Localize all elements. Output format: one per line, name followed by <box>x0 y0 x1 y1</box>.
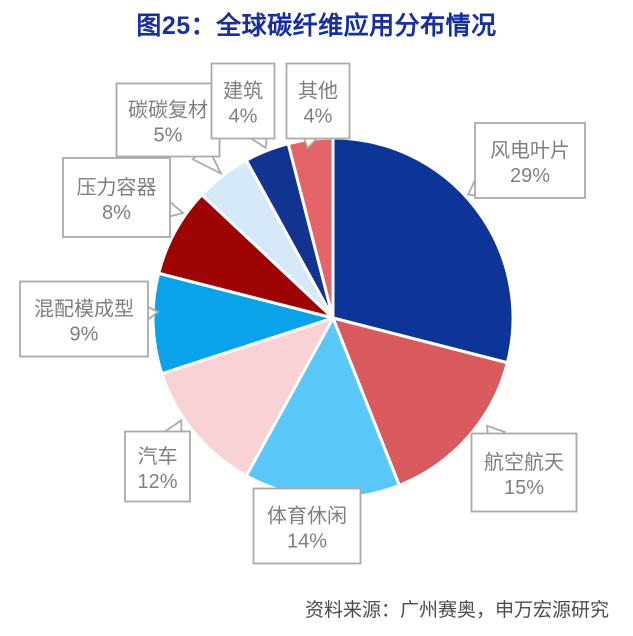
slice-label-box-0 <box>474 122 586 199</box>
slice-label-name-8: 其他 <box>298 79 338 102</box>
pie-slice-4 <box>151 271 335 376</box>
slice-label-name-1: 航空航天 <box>484 451 564 474</box>
slice-label-7: 建筑 4% <box>210 62 276 140</box>
pie-slice-0 <box>331 136 515 365</box>
slice-label-3: 汽车 12% <box>124 430 191 503</box>
slice-label-value-1: 15% <box>504 477 544 499</box>
slice-label-value-4: 9% <box>70 323 99 345</box>
slice-label-box-7 <box>210 62 276 140</box>
slice-label-box-3 <box>124 430 191 503</box>
slice-label-0: 风电叶片 29% <box>474 122 586 199</box>
source-note: 资料来源：广州赛奥，申万宏源研究 <box>304 600 609 621</box>
slice-label-8: 其他 4% <box>285 62 351 140</box>
slice-label-5: 压力容器 8% <box>62 157 171 238</box>
figure-title: 图25：全球碳纤维应用分布情况 <box>136 12 497 40</box>
slice-label-box-6 <box>115 82 221 158</box>
slice-label-name-6: 碳碳复材 <box>128 98 208 121</box>
slice-label-name-3: 汽车 <box>138 445 178 468</box>
slice-label-box-8 <box>285 62 351 140</box>
slice-label-name-7: 建筑 <box>223 79 263 102</box>
slice-label-box-4 <box>19 280 149 358</box>
slice-label-value-0: 29% <box>510 165 550 187</box>
pie-slice-1 <box>331 316 509 487</box>
slice-label-value-3: 12% <box>137 471 177 493</box>
pie-slice-3 <box>160 316 335 478</box>
slice-label-1: 航空航天 15% <box>470 432 578 513</box>
slice-label-box-1 <box>470 432 578 513</box>
pie-slice-5 <box>157 193 335 320</box>
slice-label-name-5: 压力容器 <box>77 176 157 199</box>
slice-label-value-6: 5% <box>154 124 183 146</box>
slice-label-name-2: 体育休闲 <box>267 504 347 527</box>
slice-label-box-5 <box>62 157 171 238</box>
slice-label-value-5: 8% <box>102 202 131 224</box>
slice-label-box-2 <box>252 487 362 565</box>
slice-label-name-4: 混配模成型 <box>34 297 134 320</box>
slice-label-2: 体育休闲 14% <box>252 487 362 565</box>
slice-label-4: 混配模成型 9% <box>19 280 149 358</box>
slice-label-value-8: 4% <box>304 105 333 127</box>
slice-label-value-2: 14% <box>287 530 327 552</box>
slice-label-name-0: 风电叶片 <box>490 139 570 162</box>
slice-label-6: 碳碳复材 5% <box>115 82 221 158</box>
slice-label-value-7: 4% <box>229 105 258 127</box>
